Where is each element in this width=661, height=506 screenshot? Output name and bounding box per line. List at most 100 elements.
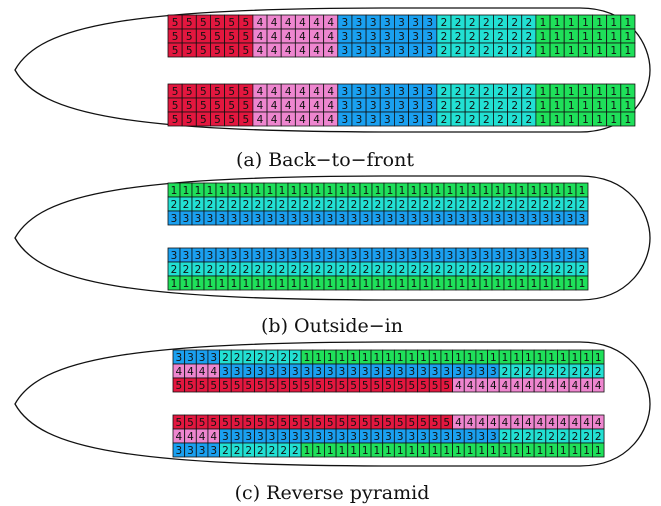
seat-label: 3 <box>495 213 502 225</box>
seat-label: 3 <box>339 431 346 443</box>
seat-label: 5 <box>257 417 264 429</box>
seat-label: 1 <box>455 445 462 457</box>
seat-label: 2 <box>411 199 418 211</box>
seat-label: 1 <box>447 278 454 290</box>
seat-label: 5 <box>200 86 207 98</box>
seat-label: 3 <box>219 250 226 262</box>
seat-label: 1 <box>582 45 589 57</box>
seat-label: 2 <box>497 31 504 43</box>
seat-label: 1 <box>495 278 502 290</box>
seat-label: 1 <box>568 114 575 126</box>
seat-label: 2 <box>222 352 229 364</box>
seat-label: 1 <box>171 278 178 290</box>
seat-label: 3 <box>555 250 562 262</box>
seat-label: 3 <box>426 100 433 112</box>
seat-label: 5 <box>350 380 357 392</box>
seat-label: 1 <box>596 100 603 112</box>
seat-label: 1 <box>483 278 490 290</box>
seat-label: 2 <box>291 264 298 276</box>
seat-label: 2 <box>255 264 262 276</box>
seat-label: 5 <box>172 86 179 98</box>
seat-label: 3 <box>362 366 369 378</box>
seat-label: 2 <box>455 114 462 126</box>
seat-label: 2 <box>519 199 526 211</box>
seat-label: 3 <box>398 100 405 112</box>
seat-label: 2 <box>483 17 490 29</box>
seat-label: 5 <box>443 380 450 392</box>
seat-label: 3 <box>315 250 322 262</box>
seat-label: 1 <box>362 352 369 364</box>
seat-label: 4 <box>257 114 264 126</box>
seat-label: 4 <box>199 366 206 378</box>
seat-label: 3 <box>245 431 252 443</box>
seat-label: 1 <box>567 185 574 197</box>
seat-label: 3 <box>342 86 349 98</box>
seat-label: 1 <box>315 185 322 197</box>
seat-label: 3 <box>412 17 419 29</box>
seat-label: 1 <box>582 114 589 126</box>
seat-label: 1 <box>579 278 586 290</box>
seat-label: 1 <box>315 352 322 364</box>
seat-label: 3 <box>210 352 217 364</box>
seat-label: 2 <box>375 199 382 211</box>
seat-label: 2 <box>327 199 334 211</box>
seat-label: 2 <box>497 100 504 112</box>
seat-label: 3 <box>531 213 538 225</box>
seat-label: 3 <box>279 213 286 225</box>
seat-label: 3 <box>385 431 392 443</box>
seat-label: 4 <box>313 17 320 29</box>
seat-label: 2 <box>567 199 574 211</box>
seat-label: 3 <box>426 86 433 98</box>
seat-label: 2 <box>483 114 490 126</box>
seat-label: 4 <box>548 417 555 429</box>
seat-label: 3 <box>315 213 322 225</box>
seat-label: 1 <box>610 114 617 126</box>
seat-label: 3 <box>257 366 264 378</box>
seat-label: 2 <box>351 264 358 276</box>
seat-label: 1 <box>207 185 214 197</box>
seat-label: 4 <box>313 31 320 43</box>
seat-label: 2 <box>455 17 462 29</box>
seat-label: 2 <box>171 264 178 276</box>
seat-label: 2 <box>572 431 579 443</box>
seat-label: 4 <box>327 45 334 57</box>
seat-label: 5 <box>242 86 249 98</box>
seat-label: 1 <box>554 114 561 126</box>
seat-label: 2 <box>595 366 602 378</box>
seat-label: 3 <box>507 250 514 262</box>
seat-label: 2 <box>441 86 448 98</box>
seat-label: 3 <box>478 431 485 443</box>
seat-label: 2 <box>234 352 241 364</box>
seat-label: 3 <box>411 213 418 225</box>
seat-label: 1 <box>579 185 586 197</box>
seat-label: 5 <box>187 417 194 429</box>
seat-label: 3 <box>356 114 363 126</box>
seat-label: 4 <box>299 100 306 112</box>
seat-label: 3 <box>303 213 310 225</box>
seat-label: 2 <box>483 199 490 211</box>
seat-label: 3 <box>412 86 419 98</box>
seat-label: 1 <box>231 278 238 290</box>
seat-label: 1 <box>467 352 474 364</box>
seat-label: 3 <box>183 213 190 225</box>
seat-label: 3 <box>567 250 574 262</box>
seat-label: 4 <box>560 417 567 429</box>
seat-label: 2 <box>525 114 532 126</box>
seat-label: 1 <box>374 445 381 457</box>
seat-label: 5 <box>362 417 369 429</box>
seat-label: 1 <box>443 445 450 457</box>
seat-label: 4 <box>467 380 474 392</box>
seat-label: 3 <box>467 431 474 443</box>
seat-label: 5 <box>234 380 241 392</box>
seat-label: 1 <box>408 445 415 457</box>
seat-label: 3 <box>370 86 377 98</box>
seat-label: 1 <box>519 278 526 290</box>
seat-label: 3 <box>356 17 363 29</box>
seat-label: 1 <box>339 185 346 197</box>
seat-label: 5 <box>172 31 179 43</box>
seat-label: 1 <box>583 352 590 364</box>
seat-label: 1 <box>315 278 322 290</box>
seat-label: 2 <box>267 264 274 276</box>
seat-label: 2 <box>269 352 276 364</box>
seat-label: 4 <box>271 114 278 126</box>
